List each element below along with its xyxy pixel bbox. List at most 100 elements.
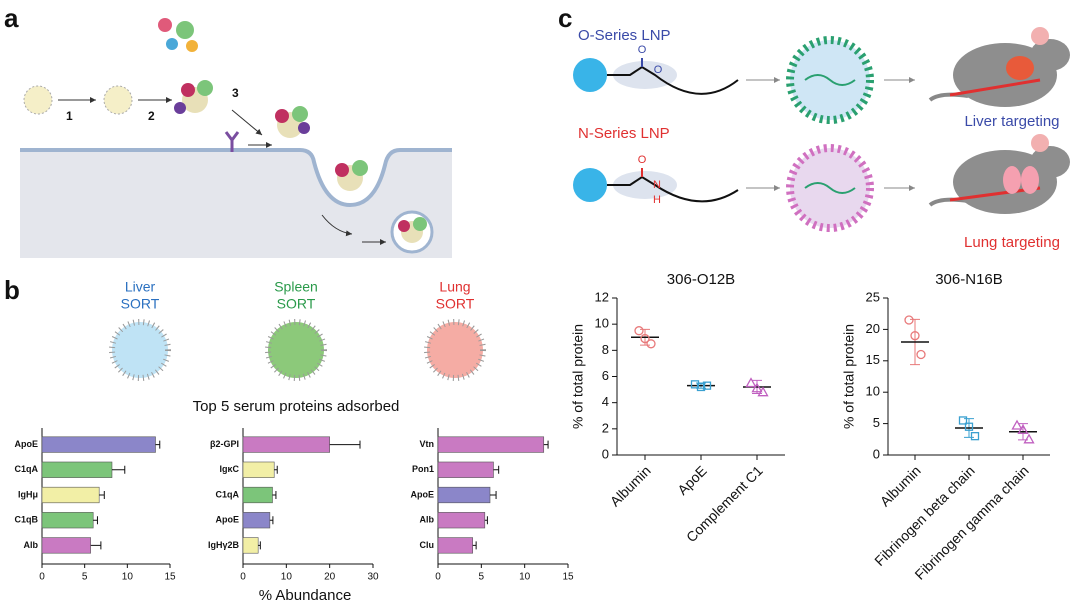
sort: SORT bbox=[436, 296, 475, 312]
point bbox=[958, 416, 968, 425]
panel-label: b bbox=[4, 275, 20, 305]
category-label: IgHμ bbox=[18, 489, 38, 499]
cell bbox=[20, 150, 452, 258]
x-tick-label: 0 bbox=[240, 572, 246, 583]
bar bbox=[242, 512, 271, 529]
chart-title: 306-O12B bbox=[667, 271, 735, 288]
lnp bbox=[265, 319, 327, 381]
y-tick-label: 8 bbox=[602, 342, 609, 357]
x-tick-label: 10 bbox=[281, 572, 293, 583]
error-bar bbox=[111, 465, 126, 474]
x-tick-label: 15 bbox=[562, 572, 574, 583]
atom: N bbox=[653, 179, 661, 191]
category-label: ApoE bbox=[411, 489, 435, 499]
chart-title: Top 5 serum proteins adsorbed bbox=[193, 398, 400, 415]
error-bar bbox=[272, 491, 277, 499]
target-label: Liver targeting bbox=[964, 113, 1059, 130]
point bbox=[646, 339, 656, 349]
category-label: Alb bbox=[24, 540, 39, 550]
bar bbox=[437, 512, 486, 529]
bar bbox=[41, 537, 91, 554]
organ: Spleen bbox=[274, 279, 318, 295]
bar bbox=[41, 486, 100, 504]
category-label: Albumin bbox=[877, 462, 924, 509]
category-label: IgκC bbox=[219, 464, 239, 474]
y-tick-label: 2 bbox=[602, 420, 609, 435]
point bbox=[745, 377, 757, 388]
x-tick-label: 0 bbox=[39, 572, 45, 583]
category-label: Fibrinogen beta chain bbox=[871, 462, 978, 569]
y-tick-label: 0 bbox=[602, 446, 609, 461]
x-tick-label: 10 bbox=[122, 572, 134, 583]
y-tick-label: 15 bbox=[866, 352, 880, 367]
sort: SORT bbox=[121, 296, 160, 312]
category-label: ApoE bbox=[216, 515, 240, 525]
category-label: Alb bbox=[420, 515, 435, 525]
mouse bbox=[928, 134, 1070, 214]
bar bbox=[41, 461, 113, 478]
arrow bbox=[231, 109, 263, 136]
head-group bbox=[573, 58, 607, 92]
point bbox=[1011, 419, 1023, 430]
point bbox=[1023, 433, 1035, 444]
lnp bbox=[424, 319, 486, 381]
lnp bbox=[109, 319, 171, 381]
category-label: ApoE bbox=[674, 462, 710, 498]
receptor bbox=[224, 131, 240, 152]
category-label: Pon1 bbox=[412, 464, 434, 474]
category-label: β2-GPI bbox=[210, 439, 239, 449]
error-bar bbox=[269, 516, 274, 525]
error-bar bbox=[472, 541, 477, 550]
error-bar bbox=[490, 491, 497, 499]
head-group bbox=[573, 168, 607, 202]
category-label: Vtn bbox=[420, 439, 435, 449]
category-label: Albumin bbox=[607, 462, 654, 509]
mrna bbox=[804, 182, 856, 194]
error-bar bbox=[493, 465, 500, 474]
point bbox=[904, 315, 914, 325]
point bbox=[757, 386, 769, 397]
lnp bbox=[23, 85, 53, 115]
x-tick-label: 5 bbox=[479, 572, 485, 583]
x-tick-label: 0 bbox=[435, 572, 441, 583]
point bbox=[696, 382, 706, 392]
target-label: Lung targeting bbox=[964, 234, 1060, 251]
category-label: IgHγ2B bbox=[208, 540, 240, 550]
bar bbox=[437, 537, 473, 554]
sort: SORT bbox=[277, 296, 316, 312]
category-label: C1qB bbox=[14, 515, 38, 525]
point bbox=[634, 326, 644, 336]
y-tick-label: 5 bbox=[873, 415, 880, 430]
y-axis-label: % of total protein bbox=[841, 324, 857, 429]
point bbox=[964, 422, 974, 431]
panel-label: a bbox=[4, 3, 19, 33]
error-bar bbox=[155, 440, 161, 449]
point bbox=[640, 333, 650, 344]
x-tick-label: 20 bbox=[324, 572, 336, 583]
series-name: O-Series LNP bbox=[578, 27, 671, 44]
atom: O bbox=[638, 154, 647, 166]
y-tick-label: 12 bbox=[595, 289, 609, 304]
error-bar bbox=[329, 440, 361, 449]
linker bbox=[613, 171, 677, 199]
point bbox=[910, 331, 920, 341]
mrna bbox=[804, 74, 856, 86]
y-axis-label: % of total protein bbox=[570, 324, 586, 429]
point bbox=[751, 382, 763, 393]
lipid bbox=[607, 65, 739, 95]
y-tick-label: 10 bbox=[595, 316, 609, 331]
x-axis-label: % Abundance bbox=[259, 587, 352, 604]
x-tick-label: 10 bbox=[519, 572, 531, 583]
chart-title: 306-N16B bbox=[935, 271, 1003, 288]
arrow bbox=[321, 214, 353, 237]
error-bar bbox=[543, 440, 549, 449]
point bbox=[690, 380, 700, 389]
category-label: C1qA bbox=[215, 489, 239, 499]
step: 3 bbox=[232, 86, 239, 100]
bar bbox=[242, 461, 275, 478]
organ: Liver bbox=[125, 279, 156, 295]
error-bar bbox=[99, 491, 105, 499]
category-label: ApoE bbox=[15, 439, 39, 449]
bar bbox=[437, 461, 494, 478]
panel-label: c bbox=[558, 3, 572, 33]
